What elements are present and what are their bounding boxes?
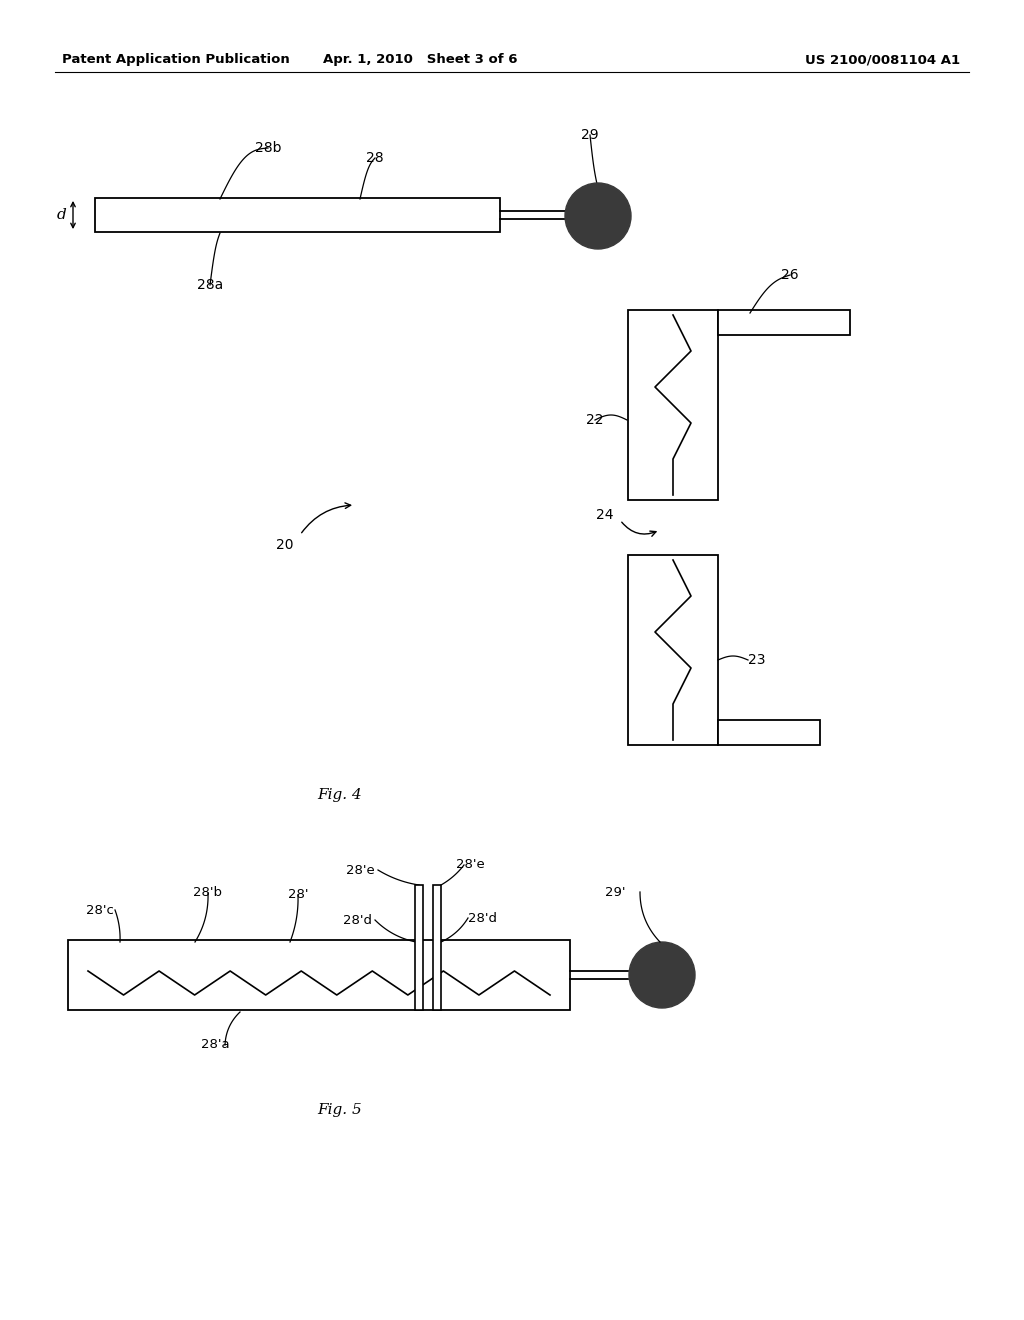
Text: Fig. 5: Fig. 5 [317, 1104, 362, 1117]
Text: 28'b: 28'b [194, 887, 222, 899]
Text: 28'e: 28'e [456, 858, 484, 871]
Text: 28: 28 [367, 150, 384, 165]
Bar [68, 940, 570, 1010]
Circle shape [565, 183, 631, 249]
Bar [415, 884, 423, 1010]
Bar [628, 310, 718, 500]
Text: 28b: 28b [255, 141, 282, 154]
Text: d: d [56, 209, 66, 222]
Text: 28'c: 28'c [86, 903, 114, 916]
Bar [628, 554, 718, 744]
Text: 20: 20 [276, 539, 294, 552]
Text: 23: 23 [748, 653, 766, 667]
Text: 29: 29 [582, 128, 599, 143]
Text: 26: 26 [781, 268, 799, 282]
Bar [718, 719, 820, 744]
Text: 28a: 28a [197, 279, 223, 292]
Text: 28'e: 28'e [346, 863, 375, 876]
Bar [433, 884, 441, 1010]
Text: 28'd: 28'd [343, 913, 373, 927]
Bar [718, 310, 850, 335]
Text: 24: 24 [596, 508, 613, 521]
Text: US 2100/0081104 A1: US 2100/0081104 A1 [805, 54, 961, 66]
Text: Apr. 1, 2010   Sheet 3 of 6: Apr. 1, 2010 Sheet 3 of 6 [323, 54, 517, 66]
Text: 28'a: 28'a [201, 1039, 229, 1052]
Text: 28'd: 28'd [468, 912, 497, 924]
Bar [95, 198, 500, 232]
Circle shape [629, 942, 695, 1008]
Text: 29': 29' [605, 886, 626, 899]
Text: 28': 28' [288, 888, 308, 902]
Text: Patent Application Publication: Patent Application Publication [62, 54, 290, 66]
Text: 22: 22 [587, 413, 604, 426]
Text: Fig. 4: Fig. 4 [317, 788, 362, 803]
